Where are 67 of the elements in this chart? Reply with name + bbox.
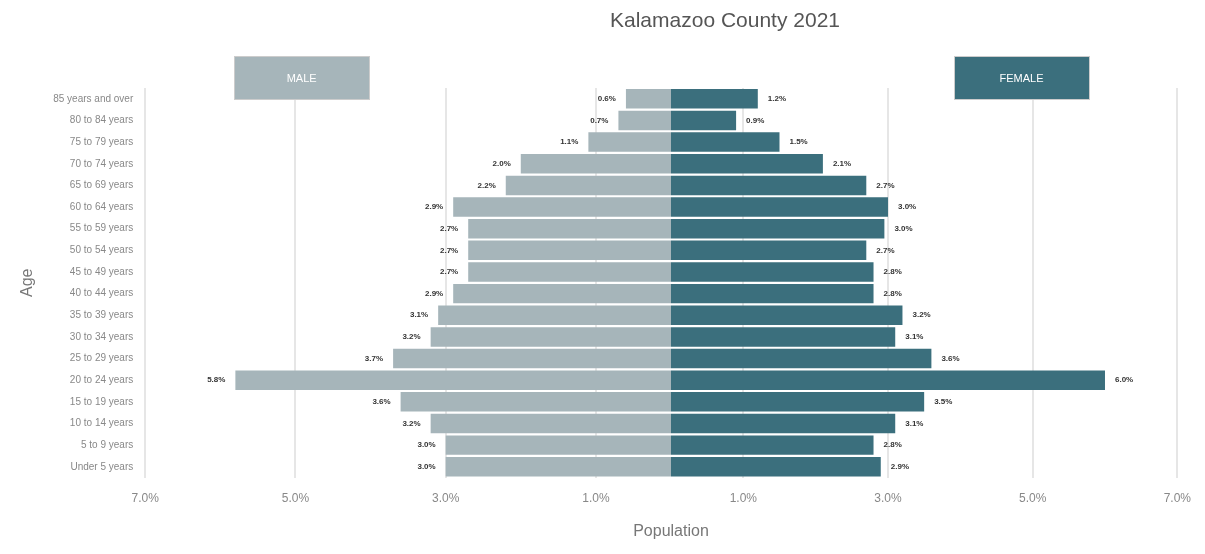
data-label: 5.8% xyxy=(207,375,226,385)
x-tick-label: 3.0% xyxy=(432,491,460,506)
data-label: 2.9% xyxy=(424,202,444,212)
data-label: 2.1% xyxy=(832,158,852,168)
data-label: 3.5% xyxy=(934,397,953,407)
data-label: 2.8% xyxy=(883,440,902,450)
data-label: 3.2% xyxy=(402,332,421,342)
data-label: 2.7% xyxy=(439,267,459,277)
y-tick-label: 70 to 74 years xyxy=(69,157,134,169)
x-tick-label: 1.0% xyxy=(729,491,758,506)
y-tick-label: 10 to 14 years xyxy=(69,417,134,429)
y-tick-label: 50 to 54 years xyxy=(69,244,134,256)
y-tick-label: 80 to 84 years xyxy=(69,114,134,126)
data-label: 3.0% xyxy=(894,223,913,233)
x-tick-label: 3.0% xyxy=(874,491,902,506)
y-tick-label: 55 to 59 years xyxy=(69,222,134,234)
data-label: 3.2% xyxy=(912,310,931,320)
y-tick-label: 25 to 29 years xyxy=(69,352,134,364)
y-tick-label: 65 to 69 years xyxy=(69,179,134,191)
x-axis-title: Population xyxy=(633,522,709,540)
data-label: 3.6% xyxy=(941,353,960,363)
data-label: 2.2% xyxy=(477,180,496,190)
data-label: 2.9% xyxy=(424,288,444,298)
data-label: 3.7% xyxy=(364,353,384,363)
y-tick-label: 40 to 44 years xyxy=(69,287,134,299)
x-tick-label: 5.0% xyxy=(1018,491,1047,506)
chart-subtitle: FEMALE xyxy=(999,72,1044,84)
y-tick-label: 30 to 34 years xyxy=(69,330,134,342)
data-label: 2.7% xyxy=(439,223,459,233)
data-label: 1.2% xyxy=(767,94,787,104)
data-label: 3.1% xyxy=(905,332,924,342)
data-label: 2.8% xyxy=(883,288,902,298)
y-tick-label: 45 to 49 years xyxy=(69,265,134,277)
data-label: 0.7% xyxy=(590,115,609,125)
data-label: 0.9% xyxy=(746,115,765,125)
chart-title: Kalamazoo County 2021 xyxy=(610,8,840,32)
chart-subtitle: MALE xyxy=(286,72,317,84)
data-label: 3.0% xyxy=(417,461,436,471)
data-label: 3.2% xyxy=(402,418,421,428)
x-tick-label: 5.0% xyxy=(281,491,310,506)
data-label: 2.7% xyxy=(439,245,459,255)
data-label: 3.1% xyxy=(409,310,429,320)
y-tick-label: 5 to 9 years xyxy=(80,438,134,450)
y-axis-title: Age xyxy=(18,268,36,298)
y-tick-label: 20 to 24 years xyxy=(69,373,134,385)
data-label: 1.5% xyxy=(789,137,808,147)
y-tick-label: 15 to 19 years xyxy=(69,395,134,407)
y-tick-label: 60 to 64 years xyxy=(69,200,134,212)
data-label: 2.0% xyxy=(492,158,511,168)
y-tick-label: Under 5 years xyxy=(70,460,134,472)
data-label: 2.7% xyxy=(876,245,895,255)
data-label: 3.1% xyxy=(905,418,924,428)
data-label: 3.6% xyxy=(372,397,391,407)
data-label: 0.6% xyxy=(597,94,616,104)
x-tick-label: 7.0% xyxy=(131,491,160,506)
data-label: 3.0% xyxy=(898,202,917,212)
data-label: 1.1% xyxy=(560,137,579,147)
data-label: 6.0% xyxy=(1114,375,1134,385)
y-tick-label: 85 years and over xyxy=(53,92,134,104)
data-label: 2.8% xyxy=(883,267,902,277)
data-label: 2.7% xyxy=(876,180,895,190)
y-tick-label: 75 to 79 years xyxy=(69,135,134,147)
x-tick-label: 7.0% xyxy=(1163,491,1192,506)
x-tick-label: 1.0% xyxy=(582,491,610,506)
data-label: 3.0% xyxy=(417,440,436,450)
data-label: 2.9% xyxy=(890,461,909,471)
y-tick-label: 35 to 39 years xyxy=(69,309,134,321)
